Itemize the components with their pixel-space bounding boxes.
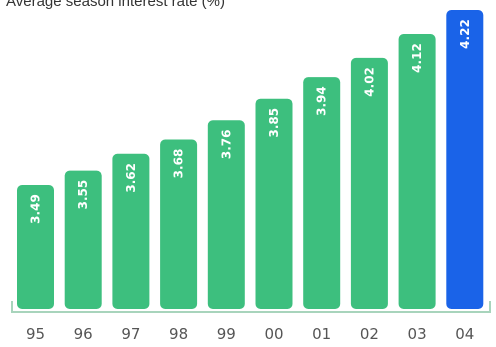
bar-value-label-03: 4.12 [410,43,424,73]
x-axis-line [11,301,491,313]
x-tick-label-03: 03 [408,325,427,343]
x-tick-label-95: 95 [26,325,45,343]
bar-95 [17,185,54,309]
x-tick-label-00: 00 [264,325,283,343]
bar-value-label-97: 3.62 [124,163,138,193]
x-tick-label-97: 97 [121,325,140,343]
bar-01 [303,77,341,309]
bar-98 [160,139,198,309]
bar-value-label-96: 3.55 [76,180,90,210]
bar-value-label-99: 3.76 [219,129,233,159]
bar-value-label-01: 3.94 [315,86,329,116]
bar-value-label-95: 3.49 [29,194,43,224]
x-tick-label-04: 04 [455,325,474,343]
bar-03 [398,34,436,309]
bars-layer: 3.49 3.55 3.62 3.68 3.76 3.85 3.94 4.02 4.12 4.22 [17,10,484,310]
bar-97 [112,153,150,309]
bar-96 [64,170,102,309]
bar-04 [446,10,484,309]
bar-value-label-98: 3.68 [172,149,186,179]
x-tick-label-99: 99 [217,325,236,343]
x-tick-label-98: 98 [169,325,188,343]
x-tick-label-01: 01 [312,325,331,343]
x-ticks-layer: 95 96 97 98 99 00 01 02 03 04 [26,325,474,343]
bar-value-label-02: 4.02 [362,67,376,97]
x-tick-label-96: 96 [74,325,93,343]
bar-00 [255,98,293,309]
bar-99 [207,120,245,309]
bar-value-label-00: 3.85 [267,108,281,138]
x-tick-label-02: 02 [360,325,379,343]
bar-value-label-04: 4.22 [458,19,472,49]
bar-02 [350,57,388,310]
chart-title: Average season interest rate (%) [6,0,226,10]
